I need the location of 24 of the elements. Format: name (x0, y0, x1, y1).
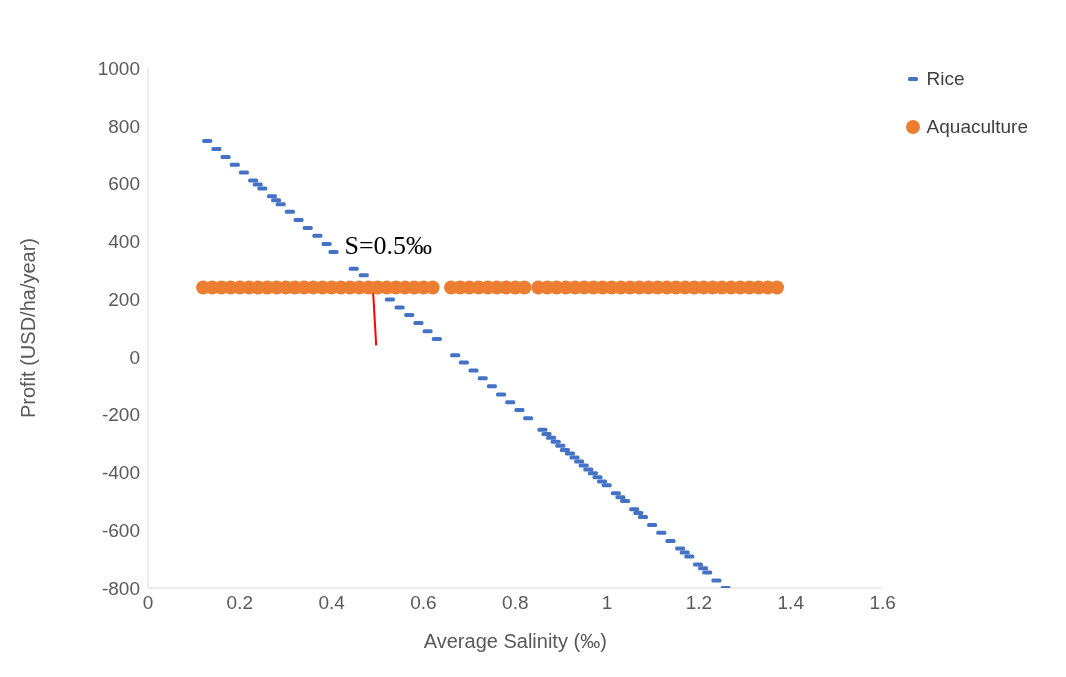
x-tick-label: 0 (142, 592, 154, 614)
y-tick-label: -400 (101, 462, 140, 484)
x-axis-title: Average Salinity (‰) (423, 630, 607, 652)
x-tick-label: 1.6 (869, 592, 896, 614)
y-tick-label: 800 (108, 115, 140, 137)
y-tick-label: 1000 (97, 57, 140, 79)
x-tick-label: 0.6 (410, 592, 437, 614)
x-tick-label: 0.2 (226, 592, 254, 614)
x-tick-label: 0.4 (318, 592, 346, 614)
y-tick-label: -200 (101, 404, 140, 426)
legend-label: Aquaculture (926, 116, 1028, 138)
x-tick-label: 1.4 (777, 592, 805, 614)
x-tick-label: 1 (601, 592, 613, 614)
x-tick-label: 1.2 (685, 592, 713, 614)
y-tick-label: 200 (108, 288, 140, 310)
legend-label: Rice (926, 68, 965, 90)
y-tick-label: 400 (108, 231, 140, 253)
y-tick-label: -800 (101, 577, 140, 599)
y-tick-label: 600 (108, 173, 140, 195)
y-tick-label: -600 (101, 519, 140, 541)
x-tick-label: 0.8 (502, 592, 529, 614)
y-tick-label: 0 (129, 346, 140, 368)
y-axis-title: Profit (USD/ha/year) (17, 237, 40, 419)
annotation: S=0.5‰ (344, 230, 433, 260)
